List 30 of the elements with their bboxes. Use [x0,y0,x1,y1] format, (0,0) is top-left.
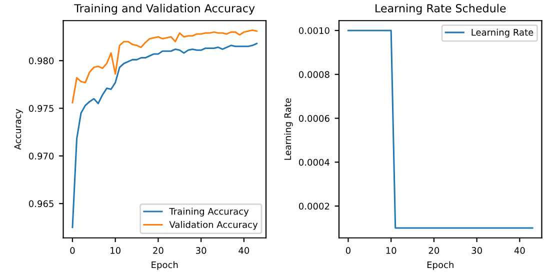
line-series [72,29,258,104]
y-tick-label: 0.0004 [298,158,330,166]
y-axis-title: Learning Rate [284,98,293,160]
chart-title: Learning Rate Schedule [376,4,506,15]
x-tick-label: 30 [472,247,482,254]
legend-label: Validation Accuracy [169,221,258,230]
x-tick-label: 0 [346,247,350,254]
legend-label: Training Accuracy [169,208,249,216]
y-axis-title: Accuracy [14,108,23,150]
y-tick-label: 0.0006 [298,115,330,122]
y-tick-label: 0.970 [28,152,54,160]
x-axis-title: Epoch [152,261,178,270]
x-tick-label: 20 [428,247,440,254]
x-tick-label: 40 [238,247,250,254]
y-tick-label: 0.980 [28,57,54,64]
line-series [72,42,258,228]
y-tick-label: 0.0010 [298,27,330,34]
x-tick-label: 40 [514,247,525,254]
x-tick-label: 10 [386,247,396,254]
y-tick-label: 0.0002 [298,202,330,210]
x-tick-label: 20 [153,247,164,254]
x-tick-label: 30 [196,247,206,254]
y-tick-label: 0.0008 [298,71,330,78]
x-tick-label: 0 [70,247,75,254]
x-axis-title: Epoch [427,261,454,270]
y-tick-label: 0.965 [28,200,54,208]
legend-label: Learning Rate [472,28,534,38]
y-tick-label: 0.975 [28,105,54,112]
chart-title: Training and Validation Accuracy [74,4,255,15]
x-tick-label: 10 [110,247,120,254]
